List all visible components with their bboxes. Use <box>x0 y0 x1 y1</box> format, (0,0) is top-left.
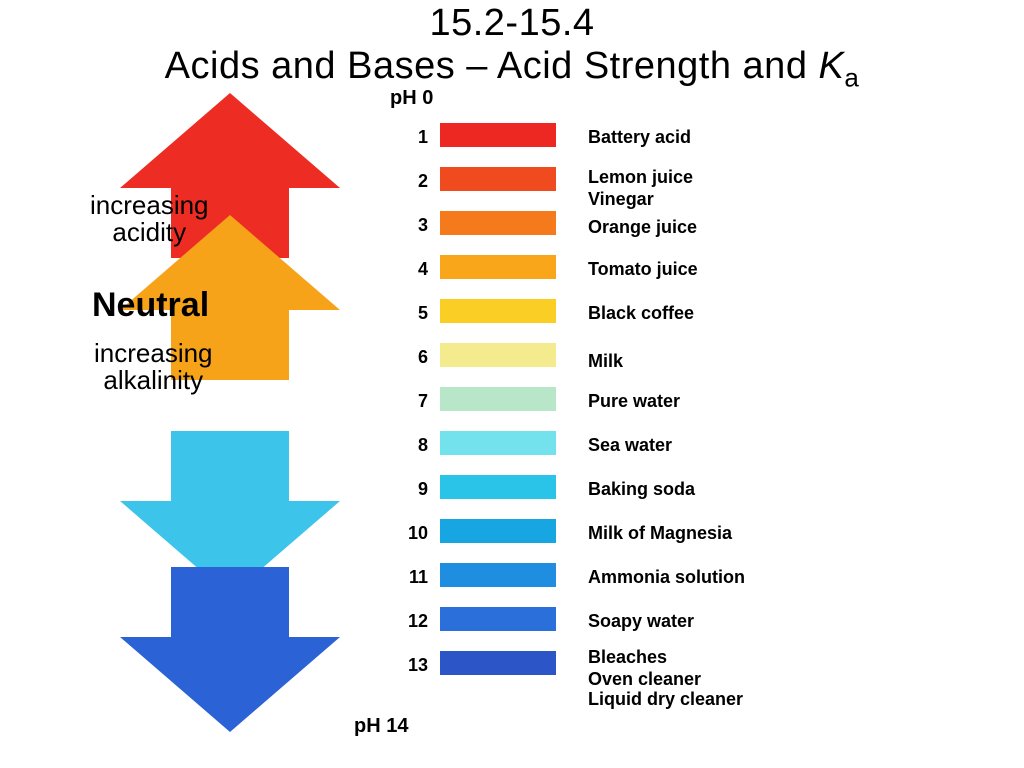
ph-number: 4 <box>398 259 428 280</box>
title-K: K <box>819 45 845 87</box>
ph-example-label: Ammonia solution <box>588 567 745 588</box>
ph-number: 7 <box>398 391 428 412</box>
ph-example-label: Soapy water <box>588 611 694 632</box>
ph-example-label: Liquid dry cleaner <box>588 689 743 710</box>
ph-color-swatch <box>440 607 556 631</box>
arrow-blue <box>120 567 340 732</box>
ph-example-label: Oven cleaner <box>588 669 701 690</box>
ph-number: 11 <box>398 567 428 588</box>
slide-title: 15.2-15.4 Acids and Bases – Acid Strengt… <box>0 0 1024 94</box>
ph-number: 1 <box>398 127 428 148</box>
ph-number: 5 <box>398 303 428 324</box>
ph-example-label: Milk <box>588 351 623 372</box>
ph-example-label: Vinegar <box>588 189 654 210</box>
ph-number: 10 <box>398 523 428 544</box>
ph-number: 2 <box>398 171 428 192</box>
label-neutral: Neutral <box>92 286 209 325</box>
ph-number: 9 <box>398 479 428 500</box>
ph-color-swatch <box>440 167 556 191</box>
ph-color-swatch <box>440 563 556 587</box>
ph-example-label: Battery acid <box>588 127 691 148</box>
ph-number: 3 <box>398 215 428 236</box>
title-line-2: Acids and Bases – Acid Strength and Ka <box>0 45 1024 94</box>
title-prefix: Acids and Bases – Acid Strength and <box>165 45 819 87</box>
title-line-1: 15.2-15.4 <box>0 2 1024 45</box>
ph-example-label: Black coffee <box>588 303 694 324</box>
ph-number: 12 <box>398 611 428 632</box>
label-alkalinity: increasing alkalinity <box>94 340 213 395</box>
ph-color-swatch <box>440 299 556 323</box>
ph-color-swatch <box>440 431 556 455</box>
ph-color-swatch <box>440 123 556 147</box>
ph-footer: pH 14 <box>354 715 408 738</box>
label-acidity: increasing acidity <box>90 192 209 247</box>
ph-header: pH 0 <box>390 87 433 110</box>
ph-example-label: Baking soda <box>588 479 695 500</box>
diagram-area: increasing acidity Neutral increasing al… <box>0 95 1024 768</box>
ph-example-label: Tomato juice <box>588 259 698 280</box>
ph-example-label: Orange juice <box>588 217 697 238</box>
ph-example-label: Lemon juice <box>588 167 693 188</box>
arrow-stack: increasing acidity Neutral increasing al… <box>80 95 380 755</box>
ph-color-swatch <box>440 387 556 411</box>
ph-number: 6 <box>398 347 428 368</box>
title-sub: a <box>844 63 859 93</box>
ph-color-swatch <box>440 519 556 543</box>
ph-number: 13 <box>398 655 428 676</box>
ph-example-label: Milk of Magnesia <box>588 523 732 544</box>
ph-example-label: Bleaches <box>588 647 667 668</box>
ph-color-swatch <box>440 211 556 235</box>
ph-color-swatch <box>440 651 556 675</box>
ph-color-swatch <box>440 475 556 499</box>
ph-color-swatch <box>440 343 556 367</box>
ph-number: 8 <box>398 435 428 456</box>
ph-example-label: Pure water <box>588 391 680 412</box>
ph-color-swatch <box>440 255 556 279</box>
ph-example-label: Sea water <box>588 435 672 456</box>
